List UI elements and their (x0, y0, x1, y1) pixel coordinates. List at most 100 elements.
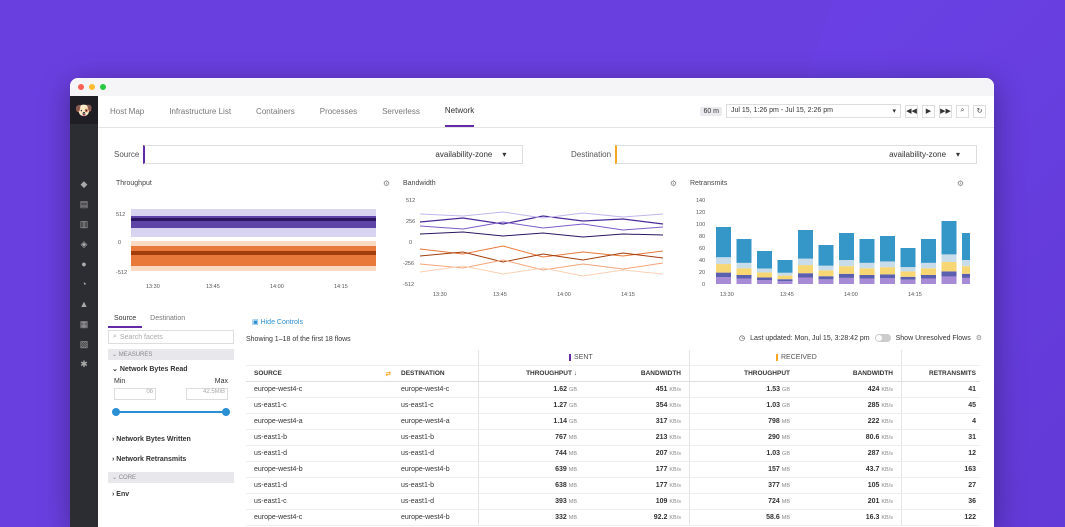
cell-sent-throughput: 393 MB (478, 494, 583, 509)
gear-icon[interactable]: ⚙ (669, 179, 677, 188)
monitor-icon[interactable]: ● (81, 259, 87, 269)
table-row[interactable]: us-east1-c us-east1-c 1.27 GB 354 KB/s 1.03 GB 2… (246, 398, 980, 414)
tab-infrastructure-list[interactable]: Infrastructure List (169, 107, 232, 116)
cell-source: us-east1-c (254, 402, 287, 409)
retransmits-bar-segment-lightblue (941, 254, 957, 262)
time-pill[interactable]: 60 m (700, 106, 722, 116)
security-icon[interactable]: ▲ (79, 299, 89, 309)
dashboard-icon[interactable]: ▤ (79, 198, 89, 209)
table-row[interactable]: us-east1-b us-east1-b 767 MB 213 KB/s 290 MB 80.… (246, 430, 980, 446)
fast-forward-icon[interactable]: ▶▶ (939, 104, 952, 118)
tab-source[interactable]: Source (108, 311, 143, 328)
unresolved-toggle[interactable] (874, 334, 891, 342)
table-row[interactable]: us-east1-d us-east1-b 638 MB 177 KB/s 377 MB 105… (246, 478, 980, 494)
facet-search-input[interactable]: ⌕ Search facets (108, 330, 234, 344)
hide-controls-button[interactable]: ▣ Hide Controls (252, 319, 303, 326)
retransmits-bar-segment-yellow (962, 266, 970, 274)
y-tick: 512 (116, 212, 125, 218)
value: 639 (555, 466, 567, 473)
slider-min-handle[interactable] (112, 408, 120, 416)
table-row[interactable]: us-east1-c us-east1-d 393 MB 109 KB/s 724 MB 201… (246, 494, 980, 510)
tab-network[interactable]: Network (444, 96, 475, 127)
retransmits-bar-segment-lavender (736, 278, 752, 284)
spacer (583, 350, 689, 365)
col-destination[interactable]: DESTINATION (401, 370, 445, 377)
search-icon: ⌕ (113, 333, 117, 340)
time-range-select[interactable]: Jul 15, 1:26 pm - Jul 15, 2:26 pm ▾ (726, 104, 901, 118)
facet-network-bytes-read[interactable]: ⌄ Network Bytes Read (112, 366, 188, 373)
x-tick: 14:15 (621, 292, 635, 298)
col-source[interactable]: SOURCE ⇄ (246, 370, 401, 378)
tab-destination[interactable]: Destination (150, 315, 186, 322)
retransmits-bar-segment-lightblue (880, 261, 895, 268)
cell-destination: europe-west4-b (401, 466, 450, 473)
play-icon[interactable]: ▶ (922, 104, 935, 118)
cell-retransmits: 41 (901, 382, 980, 397)
infrastructure-icon[interactable]: ▥ (79, 218, 89, 229)
cell-source: us-east1-b (254, 434, 288, 441)
retransmits-bar-segment-lightblue (962, 260, 970, 267)
cell-retransmits: 12 (901, 446, 980, 461)
gear-icon[interactable]: ⚙ (382, 179, 390, 188)
logs-icon[interactable]: ▦ (79, 318, 89, 329)
section-measures[interactable]: ⌄ MEASURES (108, 349, 234, 360)
col-retransmits[interactable]: RETRANSMITS (901, 366, 980, 381)
value: 213 (655, 434, 668, 441)
settings-icon[interactable]: ✱ (80, 358, 88, 369)
destination-select[interactable]: availability-zone ▾ (615, 144, 978, 164)
unit: KB/s (881, 482, 893, 489)
facet-env[interactable]: › Env (112, 491, 130, 498)
synthetics-icon[interactable]: ▧ (79, 338, 89, 349)
facet-network-retransmits[interactable]: › Network Retransmits (112, 456, 187, 463)
refresh-icon[interactable]: ↻ (973, 104, 986, 118)
table-row[interactable]: europe-west4-b europe-west4-b 639 MB 177 KB/s… (246, 462, 980, 478)
zoom-icon[interactable]: ⌕ (956, 104, 969, 118)
slider-max-handle[interactable] (222, 408, 230, 416)
facet-network-bytes-written[interactable]: › Network Bytes Written (112, 436, 191, 443)
min-input[interactable]: 0b (114, 388, 156, 400)
col-sent-throughput[interactable]: THROUGHPUT ↓ (478, 366, 583, 381)
unit: KB/s (881, 498, 893, 505)
close-button[interactable] (78, 84, 84, 90)
gear-icon[interactable]: ⚙ (956, 179, 964, 188)
col-sent-bandwidth[interactable]: BANDWIDTH (640, 370, 681, 377)
value: 1.03 (766, 402, 781, 409)
cell-received-throughput: 58.6 MB (689, 510, 796, 525)
binoculars-icon[interactable]: ◆ (80, 178, 88, 189)
cell-source: us-east1-d (254, 450, 288, 457)
dog-logo-icon[interactable]: 🐶 (70, 96, 98, 124)
apm-icon[interactable]: ◔ (81, 279, 87, 289)
unit: MB (781, 418, 790, 425)
rewind-icon[interactable]: ◀◀ (905, 104, 918, 118)
section-core[interactable]: ⌄ CORE (108, 472, 234, 483)
tab-containers[interactable]: Containers (256, 107, 295, 116)
table-row[interactable]: us-east1-d us-east1-d 744 MB 207 KB/s 1.03 GB 28… (246, 446, 980, 462)
puzzle-icon[interactable]: ◈ (80, 238, 88, 249)
y-tick: 80 (699, 234, 705, 240)
maximize-button[interactable] (100, 84, 106, 90)
retransmits-bar-segment-lavender (777, 281, 793, 284)
retransmits-bar-segment-lightblue (798, 258, 813, 266)
max-input[interactable]: 42.5MiB (186, 388, 228, 400)
tab-serverless[interactable]: Serverless (382, 107, 420, 116)
chart-title: Throughput (116, 180, 152, 187)
table-row[interactable]: europe-west4-c europe-west4-c 1.62 GB 451 KB/… (246, 382, 980, 398)
range-slider[interactable] (112, 407, 230, 417)
table-row[interactable]: europe-west4-c europe-west4-b 332 MB 92.2 KB/… (246, 510, 980, 526)
retransmits-bars (716, 221, 970, 284)
bandwidth-series-purple-4 (419, 211, 664, 219)
col-received-bandwidth[interactable]: BANDWIDTH (852, 370, 893, 377)
cell-source: us-east1-d (254, 482, 288, 489)
retransmits-bar-segment-lightblue (921, 262, 936, 269)
x-tick: 14:15 (908, 292, 922, 298)
source-select[interactable]: availability-zone ▾ (143, 144, 524, 164)
gear-icon[interactable]: ⚙ (975, 335, 982, 342)
table-row[interactable]: europe-west4-a europe-west4-a 1.14 GB 317 KB/… (246, 414, 980, 430)
chart-title: Retransmits (690, 180, 728, 187)
swap-icon[interactable]: ⇄ (385, 370, 391, 378)
tab-host-map[interactable]: Host Map (110, 107, 145, 116)
col-received-throughput[interactable]: THROUGHPUT (689, 366, 796, 381)
minimize-button[interactable] (89, 84, 95, 90)
x-tick: 13:30 (146, 284, 160, 290)
tab-processes[interactable]: Processes (319, 107, 358, 116)
